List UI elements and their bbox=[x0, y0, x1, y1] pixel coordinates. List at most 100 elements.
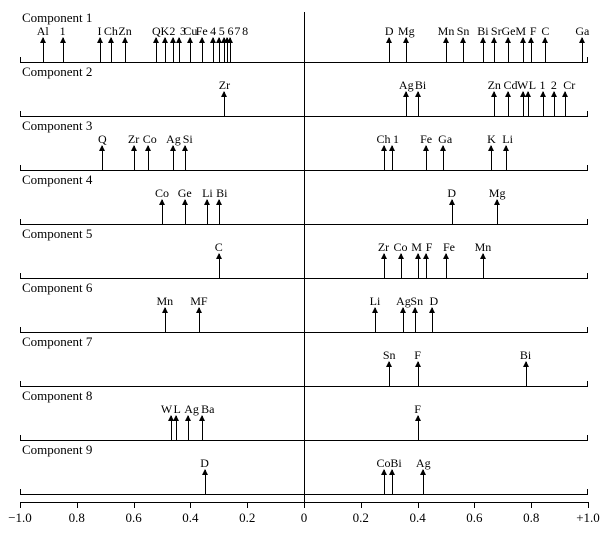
marker-label: Zr bbox=[378, 240, 389, 255]
marker-label: K bbox=[160, 24, 169, 39]
marker: Bi bbox=[219, 200, 220, 224]
x-axis-label: 0.2 bbox=[353, 510, 369, 526]
marker-label: MF bbox=[190, 294, 207, 309]
marker: I bbox=[100, 38, 101, 62]
component-title: Component 3 bbox=[22, 118, 92, 134]
marker-label: Ag bbox=[396, 294, 411, 309]
marker-label: Mn bbox=[156, 294, 173, 309]
marker-label: Bi bbox=[477, 24, 488, 39]
marker-label: 2 bbox=[551, 78, 557, 93]
marker: Bi bbox=[483, 38, 484, 62]
marker-label: 2 bbox=[169, 24, 175, 39]
marker-label: F bbox=[414, 348, 421, 363]
marker: 1 bbox=[63, 38, 64, 62]
baseline-end-tick bbox=[587, 273, 588, 278]
component-baseline bbox=[20, 440, 588, 441]
marker: Al bbox=[43, 38, 44, 62]
baseline-end-tick bbox=[20, 219, 21, 224]
marker-label: Co bbox=[155, 186, 169, 201]
marker: Sr bbox=[494, 38, 495, 62]
marker-label: Ag bbox=[184, 402, 199, 417]
marker: Bi bbox=[418, 92, 419, 116]
marker: L bbox=[176, 416, 177, 440]
x-axis-tick bbox=[531, 502, 532, 508]
marker: Fe bbox=[202, 38, 203, 62]
x-axis-tick bbox=[474, 502, 475, 508]
x-axis-tick bbox=[134, 502, 135, 508]
x-axis-label: 0 bbox=[301, 510, 308, 526]
x-axis-tick bbox=[190, 502, 191, 508]
marker: C bbox=[219, 254, 220, 278]
marker: M bbox=[523, 38, 524, 62]
marker-label: Q bbox=[152, 24, 161, 39]
marker: Q bbox=[156, 38, 157, 62]
arrow-up-icon bbox=[227, 37, 233, 43]
component-title: Component 4 bbox=[22, 172, 92, 188]
marker: Cr bbox=[565, 92, 566, 116]
marker: Sn bbox=[415, 308, 416, 332]
marker-label: Sr bbox=[491, 24, 502, 39]
baseline-end-tick bbox=[587, 327, 588, 332]
marker: Mg bbox=[497, 200, 498, 224]
marker-label: L bbox=[174, 402, 181, 417]
marker-label: M bbox=[411, 240, 422, 255]
marker: Mg bbox=[406, 38, 407, 62]
marker-label: Sn bbox=[457, 24, 470, 39]
marker-label: Mg bbox=[489, 186, 506, 201]
component-baseline bbox=[20, 116, 588, 117]
marker: F bbox=[531, 38, 532, 62]
marker: 8 bbox=[230, 38, 231, 62]
x-axis-label: 0.8 bbox=[69, 510, 85, 526]
marker-label: Zr bbox=[128, 132, 139, 147]
marker: Zr bbox=[384, 254, 385, 278]
x-axis-tick bbox=[20, 502, 21, 508]
marker-label: D bbox=[429, 294, 438, 309]
marker-label: Zn bbox=[488, 78, 501, 93]
marker-label: Sn bbox=[383, 348, 396, 363]
x-axis-tick bbox=[588, 502, 589, 508]
component-baseline bbox=[20, 278, 588, 279]
marker-label: Ge bbox=[178, 186, 192, 201]
marker: Bi bbox=[526, 362, 527, 386]
marker: 2 bbox=[173, 38, 174, 62]
marker-label: 1 bbox=[393, 132, 399, 147]
x-axis-label: +1.0 bbox=[576, 510, 600, 526]
marker-label: Mg bbox=[398, 24, 415, 39]
marker: Zr bbox=[134, 146, 135, 170]
marker: MF bbox=[199, 308, 200, 332]
x-axis-label: 0.4 bbox=[409, 510, 425, 526]
marker-label: F bbox=[426, 240, 433, 255]
marker-label: Li bbox=[202, 186, 213, 201]
baseline-end-tick bbox=[20, 381, 21, 386]
marker: Ga bbox=[443, 146, 444, 170]
marker-label: Si bbox=[183, 132, 193, 147]
marker-label: Ge bbox=[501, 24, 515, 39]
component-title: Component 8 bbox=[22, 388, 92, 404]
baseline-end-tick bbox=[587, 111, 588, 116]
marker: W bbox=[171, 416, 172, 440]
x-axis-label: 0.2 bbox=[239, 510, 255, 526]
marker: Zn bbox=[494, 92, 495, 116]
x-axis-tick bbox=[418, 502, 419, 508]
marker: Co bbox=[162, 200, 163, 224]
marker-label: Q bbox=[98, 132, 107, 147]
marker: D bbox=[389, 38, 390, 62]
marker-label: Cd bbox=[503, 78, 517, 93]
baseline-end-tick bbox=[20, 273, 21, 278]
marker-label: 8 bbox=[242, 24, 248, 39]
marker-label: C bbox=[541, 24, 549, 39]
component-title: Component 9 bbox=[22, 442, 92, 458]
component-baseline bbox=[20, 494, 588, 495]
component-title: Component 5 bbox=[22, 226, 92, 242]
marker-label: D bbox=[447, 186, 456, 201]
marker: Mn bbox=[165, 308, 166, 332]
component-baseline bbox=[20, 386, 588, 387]
x-axis-label: 0.8 bbox=[523, 510, 539, 526]
x-axis-tick bbox=[361, 502, 362, 508]
baseline-end-tick bbox=[20, 111, 21, 116]
marker-label: W bbox=[161, 402, 172, 417]
marker: D bbox=[452, 200, 453, 224]
x-axis-tick bbox=[77, 502, 78, 508]
marker: K bbox=[491, 146, 492, 170]
marker: 5 bbox=[219, 38, 220, 62]
